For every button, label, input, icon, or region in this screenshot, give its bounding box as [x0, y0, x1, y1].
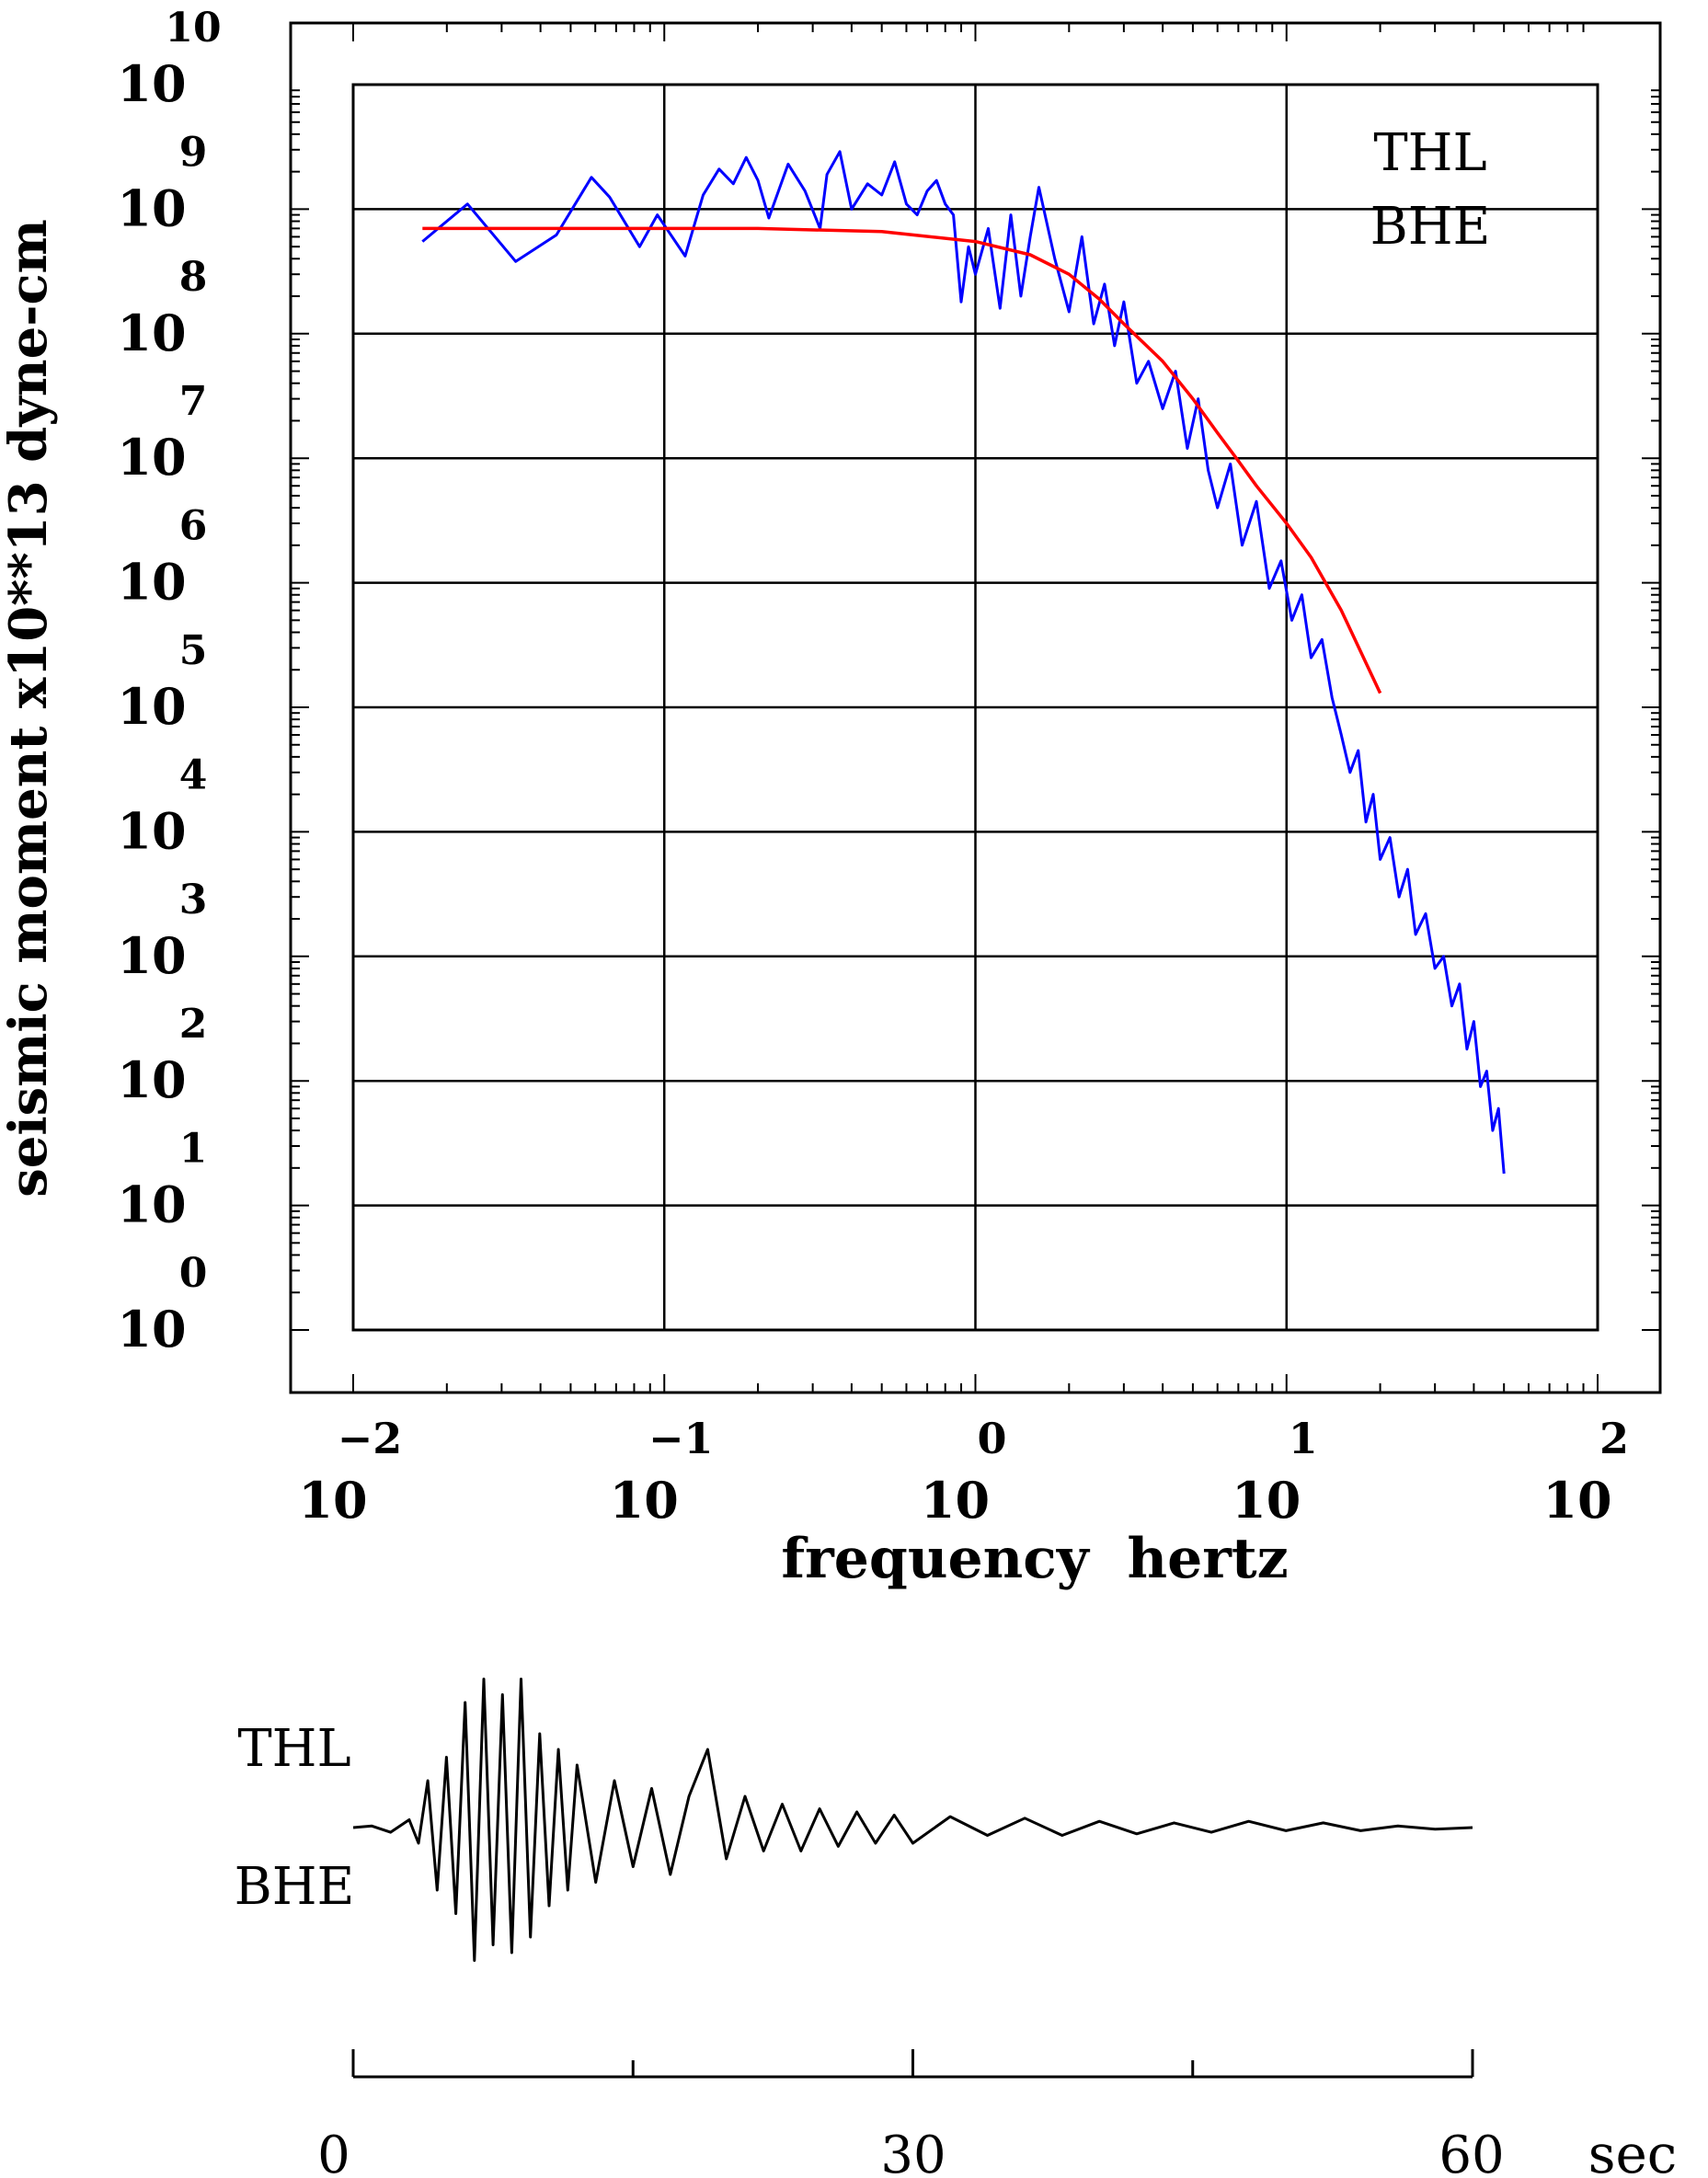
x-tick-label-exponent: −1 — [648, 1414, 714, 1463]
time-unit-label: sec — [1588, 2123, 1678, 2178]
y-tick-label-base: 10 — [117, 801, 186, 860]
model-fit-line — [422, 226, 1382, 694]
x-tick-label-exponent: −2 — [338, 1414, 403, 1463]
x-tick-label-exponent: 2 — [1599, 1414, 1629, 1463]
x-tick-label-base: 10 — [921, 1471, 990, 1530]
time-label-60: 60 — [1439, 2126, 1504, 2178]
y-tick-label-exponent: 6 — [179, 503, 208, 550]
x-axis-title: frequency hertz — [781, 1527, 1288, 1591]
y-tick-label-exponent: 9 — [179, 129, 208, 176]
y-tick-label-base: 10 — [117, 926, 186, 985]
y-tick-label-base: 10 — [117, 54, 186, 113]
trace-group — [352, 1678, 1473, 1962]
x-tick-label-exponent: 1 — [1289, 1414, 1318, 1463]
seismogram-trace — [352, 1678, 1473, 1962]
x-tick-labels: −2 10 −1 10 0 10 1 10 2 10 — [298, 1414, 1629, 1530]
y-tick-label-base: 10 — [117, 1050, 186, 1109]
time-label-30: 30 — [880, 2126, 946, 2178]
x-tick-label-base: 10 — [1232, 1471, 1301, 1530]
seismogram-station-label: THL — [237, 1719, 350, 1779]
station-label: THL — [1373, 123, 1486, 183]
y-tick-label-exponent: 2 — [179, 1001, 208, 1048]
y-axis-title: seismic moment x10**13 dyne-cm — [0, 219, 59, 1198]
x-tick-label-base: 10 — [298, 1471, 367, 1530]
x-tick-label-exponent: 0 — [977, 1414, 1006, 1463]
y-tick-label-base: 10 — [117, 304, 186, 362]
y-tick-label-exponent: 10 — [165, 5, 221, 52]
series-lines — [421, 150, 1506, 1175]
axis-ticks — [291, 23, 1660, 1393]
time-label-0: 0 — [317, 2126, 350, 2178]
y-tick-label-exponent: 1 — [179, 1126, 208, 1173]
seismogram-channel-label: BHE — [235, 1857, 355, 1917]
x-tick-label-base: 10 — [1542, 1471, 1611, 1530]
y-tick-label-base: 10 — [117, 1175, 186, 1234]
y-tick-label-exponent: 4 — [179, 751, 208, 798]
y-tick-label-base: 10 — [117, 553, 186, 612]
y-tick-label-exponent: 0 — [179, 1250, 208, 1297]
y-tick-label-exponent: 5 — [179, 627, 208, 674]
seismogram: THL BHE 0 30 60 sec — [235, 1678, 1678, 2178]
time-ticks — [351, 2049, 1474, 2077]
y-tick-label-base: 10 — [117, 1300, 186, 1358]
grid-lines — [353, 85, 1598, 1330]
spectrum-series-line — [421, 150, 1506, 1175]
y-tick-label-exponent: 7 — [179, 378, 208, 425]
y-tick-label-base: 10 — [117, 428, 186, 487]
x-tick-label-base: 10 — [610, 1471, 679, 1530]
y-tick-label-exponent: 3 — [179, 877, 208, 923]
y-tick-label-base: 10 — [117, 178, 186, 237]
channel-label: BHE — [1370, 197, 1491, 257]
y-tick-label-exponent: 8 — [179, 254, 208, 301]
y-tick-label-base: 10 — [117, 677, 186, 736]
